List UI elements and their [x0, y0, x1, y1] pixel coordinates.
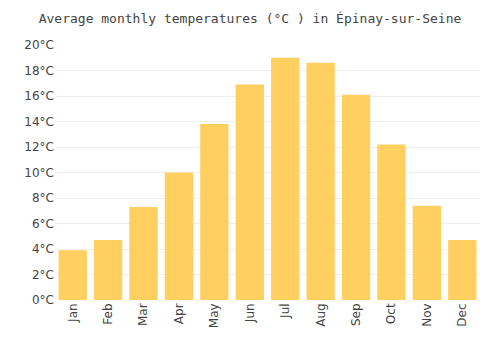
- svg-text:Sep: Sep: [349, 303, 363, 326]
- svg-text:Jun: Jun: [243, 303, 257, 323]
- svg-text:10°C: 10°C: [24, 166, 54, 180]
- svg-text:May: May: [207, 303, 221, 328]
- svg-text:16°C: 16°C: [24, 89, 54, 103]
- svg-text:18°C: 18°C: [24, 64, 54, 78]
- svg-text:Feb: Feb: [101, 303, 115, 324]
- svg-text:Oct: Oct: [384, 303, 398, 324]
- svg-text:2°C: 2°C: [32, 268, 54, 282]
- svg-text:Average monthly temperatures (: Average monthly temperatures (°C ) in Ép…: [39, 11, 462, 26]
- svg-text:14°C: 14°C: [24, 115, 54, 129]
- svg-text:Dec: Dec: [455, 303, 469, 326]
- svg-text:Aug: Aug: [314, 303, 328, 326]
- svg-text:4°C: 4°C: [32, 242, 54, 256]
- svg-text:8°C: 8°C: [32, 191, 54, 205]
- svg-text:Jul: Jul: [278, 303, 292, 318]
- svg-text:Mar: Mar: [136, 303, 150, 326]
- svg-text:20°C: 20°C: [24, 38, 54, 52]
- svg-text:Nov: Nov: [420, 303, 434, 326]
- svg-text:6°C: 6°C: [32, 217, 54, 231]
- svg-text:Apr: Apr: [172, 303, 186, 324]
- svg-text:0°C: 0°C: [32, 293, 54, 307]
- svg-text:Jan: Jan: [66, 303, 80, 323]
- svg-text:12°C: 12°C: [24, 140, 54, 154]
